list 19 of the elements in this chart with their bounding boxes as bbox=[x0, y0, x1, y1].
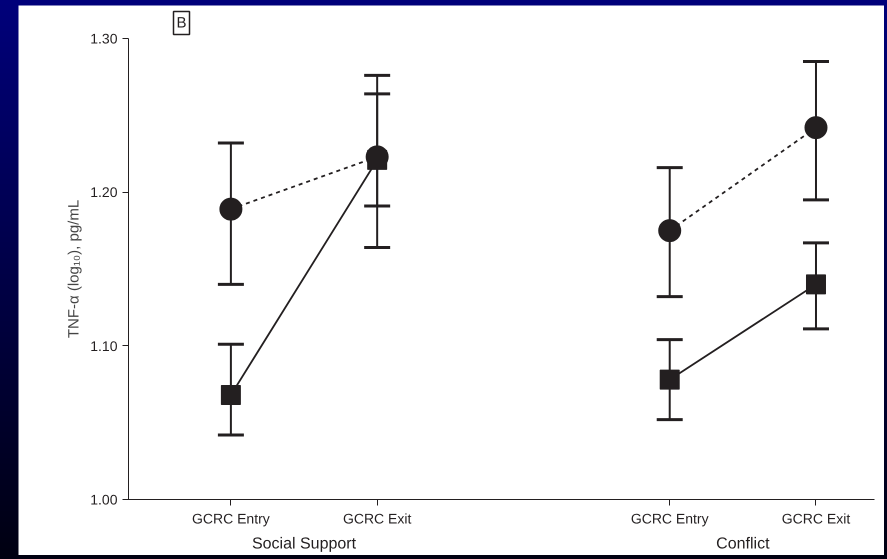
y-tick-label: 1.00 bbox=[90, 492, 118, 508]
y-axis-title: TNF-α (log₁₀), pg/mL bbox=[65, 200, 82, 338]
point bbox=[219, 198, 242, 221]
point bbox=[220, 385, 241, 406]
x-tick-label: GCRC Entry bbox=[192, 510, 270, 526]
x-tick-label: GCRC Exit bbox=[782, 510, 850, 526]
text: Social Support bbox=[252, 536, 357, 552]
text: Conflict bbox=[716, 536, 770, 552]
y-tick-label: 1.10 bbox=[90, 338, 118, 354]
point bbox=[804, 116, 828, 140]
x-tick-label: GCRC Exit bbox=[342, 510, 412, 526]
y-tick-label: 1.20 bbox=[90, 184, 118, 200]
point bbox=[658, 219, 682, 242]
point bbox=[806, 274, 826, 294]
y-tick-label: 1.30 bbox=[90, 30, 118, 46]
point bbox=[367, 150, 388, 170]
chart-title: B bbox=[176, 14, 187, 32]
point bbox=[660, 370, 680, 390]
x-tick-label: GCRC Entry bbox=[630, 510, 709, 526]
